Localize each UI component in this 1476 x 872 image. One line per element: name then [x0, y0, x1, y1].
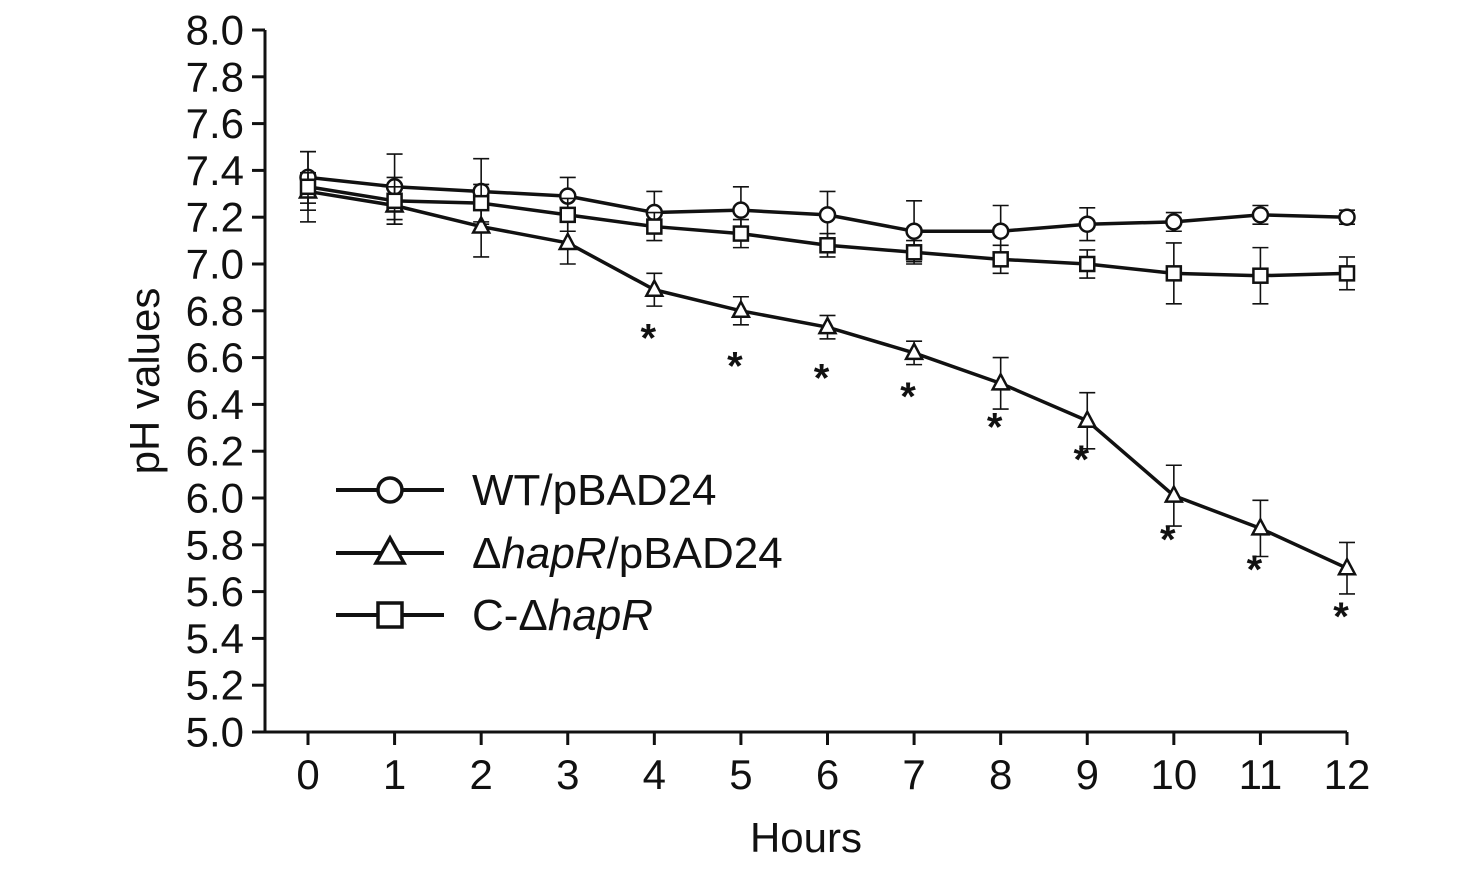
data-point — [903, 341, 925, 361]
x-tick-label: 8 — [989, 751, 1012, 798]
significance-star: * — [1333, 595, 1349, 639]
data-point — [905, 222, 923, 240]
x-axis-title: Hours — [750, 814, 862, 861]
data-point — [905, 244, 923, 261]
y-tick-label: 7.0 — [186, 241, 244, 288]
data-point — [299, 178, 317, 196]
legend-item: WT/pBAD24 — [336, 466, 717, 515]
legend-label-part: hapR — [501, 529, 606, 578]
data-point — [991, 222, 1010, 240]
legend-marker-circle — [376, 476, 404, 504]
y-tick-label: 7.6 — [186, 100, 244, 147]
legend-item: C-ΔhapR — [336, 591, 653, 640]
x-tick-label: 3 — [556, 751, 579, 798]
legend-label: ΔhapR/pBAD24 — [472, 529, 783, 578]
data-point — [386, 192, 403, 210]
y-tick-label: 8.0 — [186, 7, 244, 54]
y-tick-label: 6.6 — [186, 334, 244, 381]
data-point — [644, 278, 665, 297]
data-point — [646, 218, 663, 235]
y-tick-label: 5.6 — [186, 568, 244, 615]
x-tick-label: 11 — [1239, 751, 1283, 798]
data-point — [559, 206, 576, 224]
data-point — [1078, 215, 1096, 233]
data-point — [1165, 265, 1183, 282]
data-point — [1077, 409, 1098, 429]
series-layer — [297, 150, 1358, 595]
y-tick-label: 7.4 — [186, 147, 244, 194]
x-tick-label: 7 — [902, 751, 925, 798]
significance-star: * — [814, 356, 830, 400]
legend-label-part: /pBAD24 — [607, 529, 783, 578]
x-tick-label: 4 — [643, 751, 666, 798]
data-point — [1336, 556, 1358, 576]
legend-marker-triangle — [373, 534, 407, 565]
x-tick-label: 2 — [469, 751, 492, 798]
y-tick-label: 6.0 — [186, 475, 244, 522]
significance-star: * — [1073, 438, 1089, 482]
data-point — [557, 231, 578, 251]
data-point — [732, 225, 750, 242]
significance-star: * — [900, 375, 916, 419]
y-tick-label: 7.8 — [186, 53, 244, 100]
legend-label-part: hapR — [548, 591, 653, 640]
y-tick-label: 7.2 — [186, 194, 244, 241]
data-point — [472, 194, 490, 212]
data-point — [471, 214, 492, 234]
data-point — [817, 315, 838, 335]
y-tick-label: 5.8 — [186, 521, 244, 568]
data-point — [818, 206, 837, 224]
x-tick-label: 0 — [296, 751, 319, 798]
data-point — [1251, 206, 1270, 224]
x-tick-label: 9 — [1076, 751, 1099, 798]
x-tick-label: 10 — [1150, 751, 1197, 798]
y-tick-label: 6.2 — [186, 428, 244, 475]
legend-label-part: Δ — [472, 529, 501, 578]
data-point — [1338, 265, 1356, 282]
legend-label: C-ΔhapR — [472, 591, 653, 640]
series-square — [299, 150, 1356, 305]
x-tick-label: 5 — [729, 751, 752, 798]
data-point — [1250, 516, 1271, 536]
significance-star: * — [1160, 518, 1176, 562]
data-point — [990, 371, 1011, 391]
data-point — [1163, 484, 1184, 503]
legend-label-part: WT/pBAD24 — [472, 466, 717, 515]
legend-item: ΔhapR/pBAD24 — [336, 529, 783, 578]
significance-star: * — [1247, 548, 1263, 592]
y-tick-label: 5.4 — [186, 615, 244, 662]
data-point — [730, 299, 752, 319]
y-axis-ticks: 5.05.25.45.65.86.06.26.46.66.87.07.27.47… — [186, 7, 265, 756]
y-tick-label: 6.8 — [186, 287, 244, 334]
x-tick-label: 12 — [1324, 751, 1371, 798]
data-point — [1338, 208, 1356, 226]
data-point — [732, 201, 750, 219]
data-point — [1165, 213, 1183, 231]
x-axis-ticks: 0 1 2 3 4 5 6 7 8 9 10 11 12 — [296, 732, 1370, 798]
y-axis-title: pH values — [121, 288, 168, 475]
data-point — [1079, 255, 1096, 273]
data-point — [1252, 267, 1269, 284]
legend-marker-square — [376, 601, 404, 629]
legend-label-part: C-Δ — [472, 591, 548, 640]
legend-label: WT/pBAD24 — [472, 466, 717, 515]
data-point — [819, 237, 836, 254]
significance-star: * — [987, 405, 1003, 449]
x-tick-label: 6 — [816, 751, 839, 798]
y-tick-label: 5.2 — [186, 662, 244, 709]
significance-markers: * * * * * * * * * — [641, 317, 1350, 639]
significance-star: * — [727, 345, 743, 389]
y-tick-label: 6.4 — [186, 381, 244, 428]
x-tick-label: 1 — [383, 751, 406, 798]
y-tick-label: 5.0 — [186, 709, 244, 756]
data-point — [992, 251, 1009, 268]
significance-star: * — [641, 317, 657, 361]
